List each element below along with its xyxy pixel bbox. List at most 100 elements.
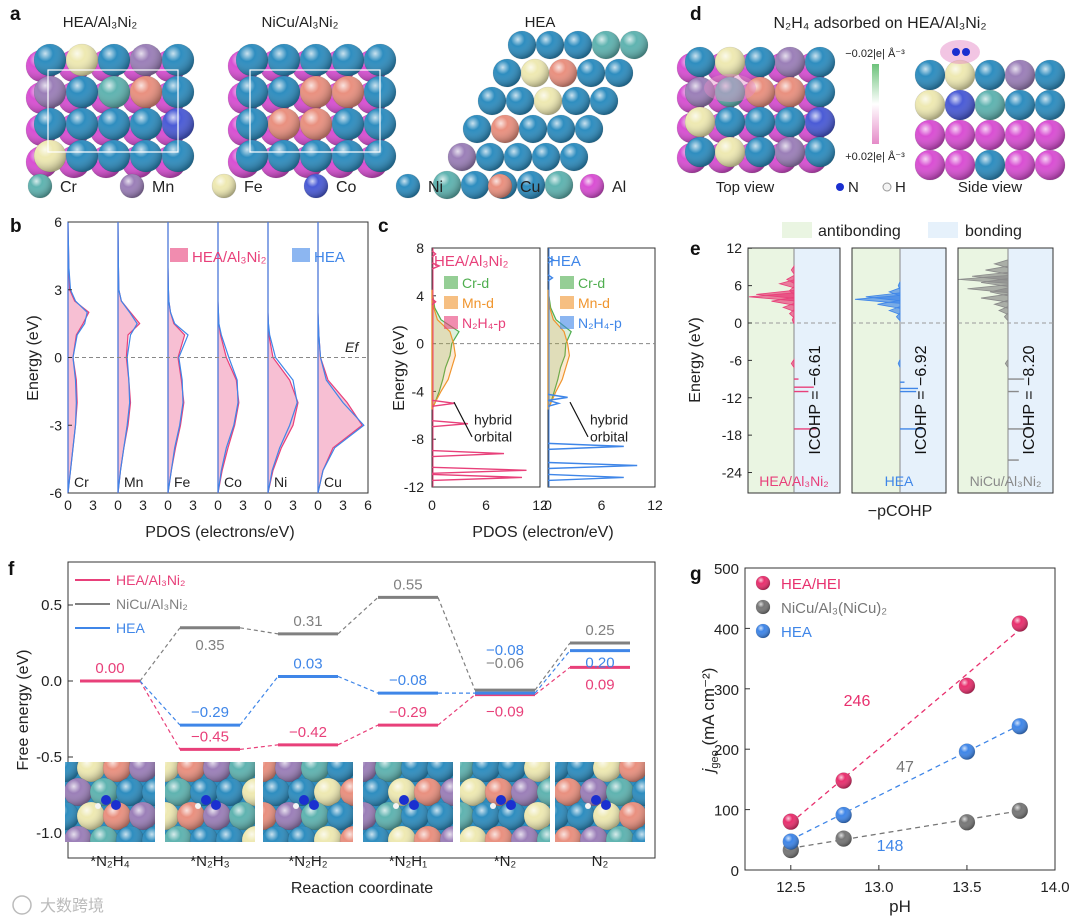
sphere-shading (632, 826, 645, 842)
pdos-curve-hea-fe (167, 222, 189, 494)
step-connector (139, 680, 181, 726)
nitrogen-atom (201, 795, 211, 805)
sphere-shading (485, 826, 513, 842)
sphere-shading (300, 76, 332, 108)
sphere-shading (162, 140, 194, 172)
y-tick-label: -6 (730, 352, 743, 368)
y-tick-label: -4 (412, 383, 425, 399)
y-tick-label: 0.5 (41, 597, 62, 614)
sphere-shading (414, 778, 442, 806)
data-point (835, 772, 852, 789)
sphere-shading (236, 140, 268, 172)
sphere-shading (592, 31, 620, 59)
legend-label: Al (612, 179, 626, 196)
sphere-shading (401, 802, 429, 830)
x-tick-label: 12 (647, 497, 663, 513)
hydrogen-atom (195, 803, 201, 809)
energy-value-label: −0.08 (389, 672, 427, 689)
fermi-level-label: Ef (345, 339, 360, 355)
cohp-antibonding-peak (897, 359, 901, 368)
y-tick-label: 12 (726, 240, 742, 256)
sphere-shading (715, 77, 745, 107)
y-tick-label: 400 (714, 621, 739, 638)
cohp-antibonding-peak (998, 305, 1009, 316)
cohp-antibonding-peak (778, 279, 795, 289)
sphere-shading (460, 762, 474, 782)
icohp-value: ICOHP = −6.61 (807, 345, 824, 454)
sphere-shading (620, 31, 648, 59)
sphere-shading (511, 778, 539, 806)
sphere-shading (756, 624, 770, 638)
y-tick-label: 300 (714, 682, 739, 699)
x-axis-label: PDOS (electron/eV) (472, 524, 613, 541)
annotation-label: orbital (590, 428, 628, 444)
step-connector (139, 627, 181, 682)
legend-label: NiCu/Al₃Ni₂ (116, 596, 188, 612)
sphere-shading (28, 174, 52, 198)
y-axis-label-sub: geo (709, 750, 721, 768)
sphere-shading (478, 87, 506, 115)
x-axis-label: Reaction coordinate (291, 880, 433, 897)
legend-label: N₂H₄-p (462, 315, 506, 331)
side-view-label: Side view (958, 179, 1022, 196)
sphere-shading (577, 59, 605, 87)
legend-item-mn: Mn (119, 173, 174, 199)
reaction-step-label: *N₂ (494, 853, 517, 870)
colorbar-max-label: −0.02|e| Å⁻³ (845, 47, 905, 60)
side-view-structure (914, 59, 1066, 181)
top-view-label: Top view (716, 179, 775, 196)
legend-label: Mn-d (578, 295, 610, 311)
y-tick-label: 4 (416, 288, 424, 304)
cohp-antibonding-peak (782, 302, 795, 312)
legend-label: Cr-d (462, 275, 489, 291)
sphere-shading (547, 115, 575, 143)
sphere-shading (440, 778, 453, 806)
sphere-shading (685, 107, 715, 137)
y-axis-label: Energy (eV) (391, 325, 408, 410)
energy-value-label: 0.55 (393, 576, 422, 593)
y-tick-label: 6 (54, 214, 62, 230)
annotation-arrow (569, 401, 589, 438)
watermark-text: 大数跨境 (40, 896, 104, 915)
element-label: Co (224, 474, 242, 490)
sphere-shading (460, 826, 487, 842)
sphere-shading (945, 120, 975, 150)
x-tick-label: 3 (89, 497, 97, 513)
sphere-shading (130, 76, 162, 108)
subplot-label: HEA/Al₃Ni₂ (759, 473, 828, 489)
sphere-shading (508, 31, 536, 59)
sphere-shading (116, 778, 144, 806)
y-tick-label: 0.0 (41, 673, 62, 690)
y-tick-label: 0 (734, 315, 742, 331)
sphere-shading (488, 174, 512, 198)
charge-density-isosurface (704, 74, 756, 102)
energy-value-label: 0.00 (95, 660, 124, 677)
n2h4-p-peak (431, 473, 523, 482)
sphere-shading (782, 833, 799, 850)
sphere-shading (532, 143, 560, 171)
sphere-shading (975, 150, 1005, 180)
slope-label: 47 (896, 759, 914, 776)
structure-title: HEA/Al₃Ni₂ (63, 14, 138, 31)
sphere-shading (98, 108, 130, 140)
sphere-shading (66, 76, 98, 108)
sphere-shading (1035, 150, 1065, 180)
legend-label: N₂H₄-p (578, 315, 622, 331)
sphere-shading (263, 826, 290, 842)
subplot-title: HEA (550, 253, 581, 270)
legend-swatch-hea-al3ni2 (170, 248, 188, 262)
panel-label-g: g (690, 564, 702, 585)
sphere-shading (915, 120, 945, 150)
x-axis-label: pH (889, 897, 911, 916)
panel-label-d: d (690, 4, 702, 25)
nitrogen-atom (591, 795, 601, 805)
legend-swatch (444, 316, 458, 329)
data-point (958, 677, 976, 695)
n2h4-p-peak (547, 393, 568, 402)
sphere-shading (745, 137, 775, 167)
sphere-shading (580, 826, 608, 842)
step-connector (437, 597, 476, 691)
legend-swatch (444, 296, 458, 309)
sphere-shading (835, 772, 852, 789)
